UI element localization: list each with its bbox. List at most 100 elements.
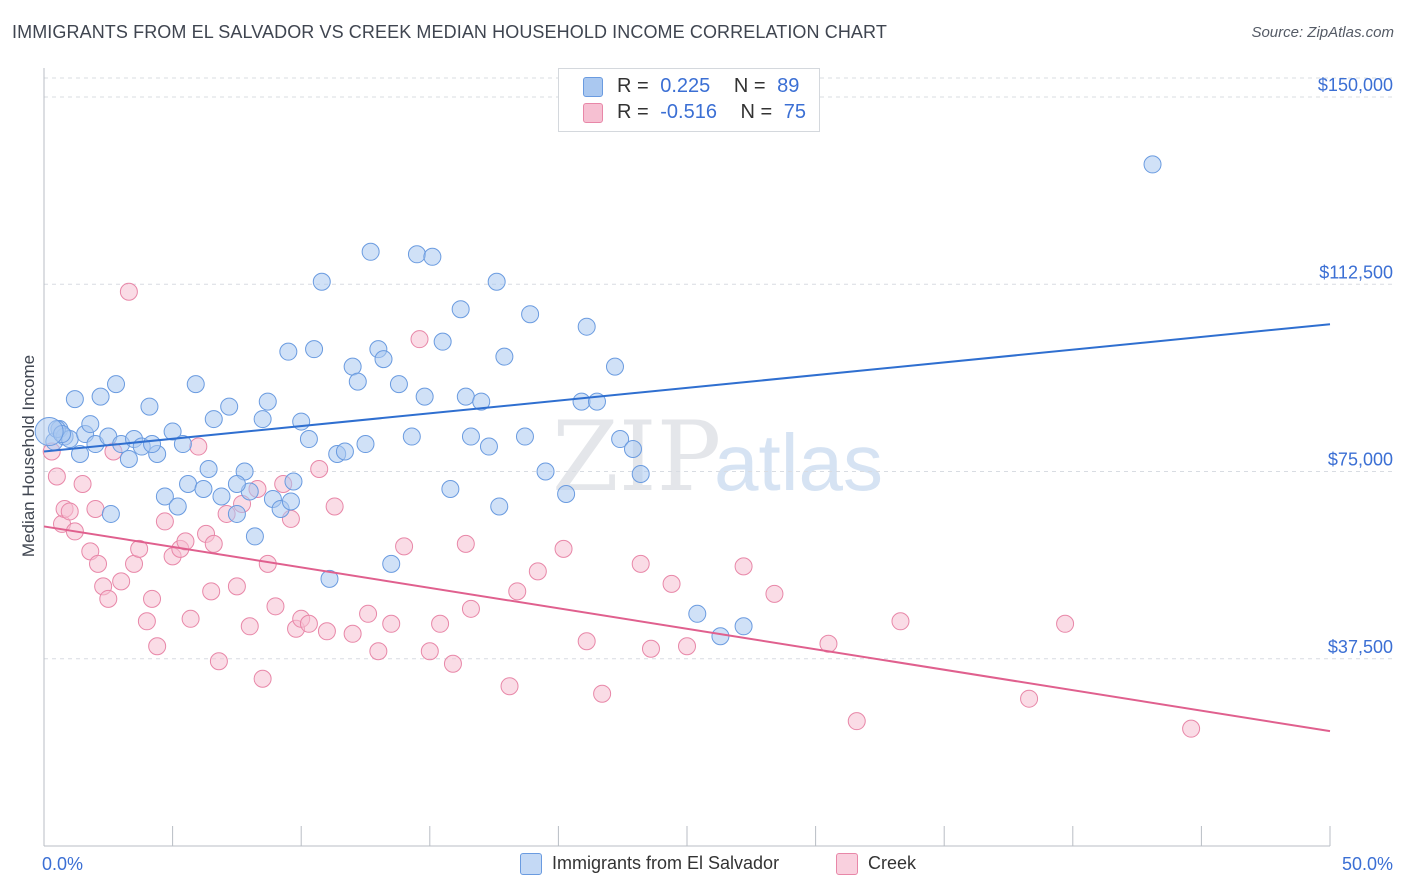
creek-point: [148, 637, 167, 656]
el-salvador-point: [253, 410, 272, 429]
creek-point: [266, 597, 285, 616]
creek-point: [456, 534, 475, 553]
el-salvador-point: [204, 410, 223, 429]
legend-text-el-salvador: R = 0.225 N = 89: [617, 75, 799, 98]
el-salvador-point: [281, 492, 300, 511]
creek-point: [734, 557, 753, 576]
creek-point: [119, 282, 138, 301]
creek-swatch: [583, 103, 603, 123]
el-salvador-point: [361, 242, 380, 261]
y-tick-label: $37,500: [1328, 637, 1393, 657]
el-salvador-point: [168, 497, 187, 516]
creek-point: [209, 652, 228, 671]
creek-point: [155, 512, 174, 531]
el-salvador-point: [320, 569, 339, 588]
creek-point: [641, 639, 660, 658]
creek-point: [359, 604, 378, 623]
el-salvador-point: [572, 392, 591, 411]
el-salvador-point: [1143, 155, 1162, 174]
creek-point: [500, 677, 519, 696]
creek-point: [204, 534, 223, 553]
creek-swatch: [836, 853, 858, 875]
creek-point: [130, 539, 149, 558]
el-salvador-point: [423, 247, 442, 266]
creek-point: [577, 632, 596, 651]
el-salvador-swatch: [583, 77, 603, 97]
el-salvador-point: [348, 372, 367, 391]
el-salvador-point: [433, 332, 452, 351]
r-label: R =: [617, 101, 649, 123]
el-salvador-point: [557, 484, 576, 503]
creek-point: [382, 614, 401, 633]
creek-point: [1020, 689, 1039, 708]
el-salvador-point: [305, 340, 324, 359]
el-salvador-point: [71, 445, 90, 464]
el-salvador-point: [343, 357, 362, 376]
creek-point: [891, 612, 910, 631]
creek-point: [189, 437, 208, 456]
el-salvador-trend-line: [43, 323, 1331, 453]
el-salvador-point: [101, 504, 120, 523]
el-salvador-point: [143, 435, 162, 454]
creek-point: [299, 614, 318, 633]
chart-title: IMMIGRANTS FROM EL SALVADOR VS CREEK MED…: [12, 22, 887, 42]
el-salvador-point: [495, 347, 514, 366]
el-salvador-point: [227, 474, 246, 493]
el-salvador-point: [611, 430, 630, 449]
creek-point: [343, 624, 362, 643]
y-tick-label: $75,000: [1328, 450, 1393, 470]
x-tick-label-max: 50.0%: [1342, 854, 1393, 874]
creek-point: [593, 684, 612, 703]
creek-point: [678, 637, 696, 656]
el-salvador-point: [279, 342, 298, 361]
grid-lines: [44, 77, 1395, 660]
creek-point: [410, 330, 429, 349]
creek-point: [631, 554, 650, 573]
legend-text-creek: R = -0.516 N = 75: [617, 101, 806, 124]
el-salvador-point: [65, 390, 84, 409]
watermark-atlas: atlas: [714, 418, 883, 507]
creek-point: [89, 554, 108, 573]
r-label: R =: [617, 75, 649, 97]
creek-point: [431, 614, 450, 633]
el-salvador-point: [155, 487, 174, 506]
el-salvador-point: [312, 272, 331, 291]
el-salvador-point: [194, 479, 213, 498]
creek-point: [1056, 614, 1075, 633]
trend-lines: [43, 323, 1331, 733]
n-value: 75: [783, 101, 807, 123]
n-value: 89: [777, 75, 800, 97]
el-salvador-point: [173, 435, 192, 454]
el-salvador-point: [258, 392, 277, 411]
y-tick-label: $150,000: [1318, 75, 1393, 95]
el-salvador-point: [186, 375, 205, 394]
axes: [43, 68, 1331, 847]
el-salvador-point: [140, 397, 159, 416]
el-salvador-point: [163, 422, 182, 441]
y-tick-label: $112,500: [1319, 262, 1393, 282]
r-value: -0.516: [660, 101, 717, 123]
x-tick-label-min: 0.0%: [42, 854, 83, 874]
el-salvador-point: [490, 497, 509, 516]
creek-point: [317, 622, 336, 641]
creek-point: [227, 577, 246, 596]
creek-point: [369, 642, 388, 661]
creek-point: [508, 582, 527, 601]
el-salvador-point: [91, 387, 110, 406]
creek-point: [847, 712, 866, 731]
el-salvador-point: [220, 397, 239, 416]
el-salvador-point: [415, 387, 434, 406]
el-salvador-point-large: [34, 417, 64, 447]
el-salvador-point: [374, 350, 393, 369]
creek-point: [443, 654, 462, 673]
el-salvador-point: [179, 474, 198, 493]
creek-point: [461, 599, 480, 618]
el-salvador-point: [382, 554, 401, 573]
el-salvador-point: [389, 375, 408, 394]
el-salvador-point: [623, 440, 642, 459]
el-salvador-point: [688, 604, 707, 623]
creek-point: [143, 589, 162, 608]
el-salvador-point: [515, 427, 534, 446]
el-salvador-point: [107, 375, 126, 394]
